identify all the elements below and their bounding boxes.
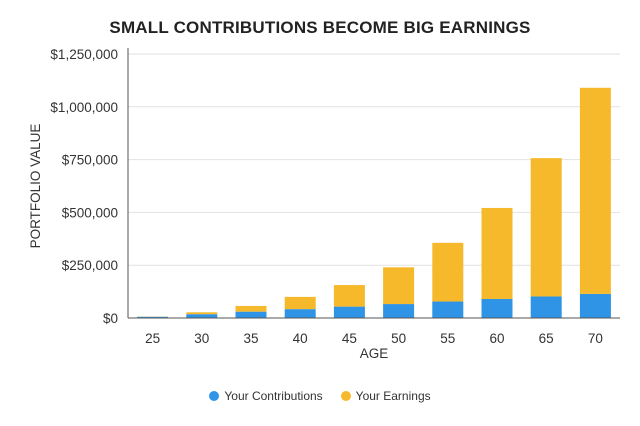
bar-earnings-30[interactable] bbox=[186, 312, 218, 315]
y-tick-label-4: $1,000,000 bbox=[50, 100, 118, 115]
bar-contributions-35[interactable] bbox=[235, 311, 267, 318]
bar-earnings-40[interactable] bbox=[284, 296, 316, 310]
chart-title: SMALL CONTRIBUTIONS BECOME BIG EARNINGS bbox=[109, 18, 531, 37]
y-axis-label: PORTFOLIO VALUE bbox=[28, 124, 43, 249]
bar-contributions-50[interactable] bbox=[383, 304, 415, 318]
bar-earnings-65[interactable] bbox=[530, 158, 562, 297]
x-tick-label-25: 25 bbox=[145, 331, 160, 346]
bar-contributions-30[interactable] bbox=[186, 314, 218, 318]
x-tick-label-70: 70 bbox=[588, 331, 603, 346]
bar-contributions-55[interactable] bbox=[432, 301, 464, 318]
x-tick-label-35: 35 bbox=[243, 331, 258, 346]
legend-item-contributions[interactable]: Your Contributions bbox=[209, 389, 323, 403]
x-tick-label-65: 65 bbox=[539, 331, 554, 346]
bar-contributions-25[interactable] bbox=[137, 316, 169, 318]
x-axis-label: AGE bbox=[360, 346, 389, 361]
x-tick-label-60: 60 bbox=[489, 331, 504, 346]
bar-earnings-50[interactable] bbox=[383, 267, 415, 305]
bar-earnings-70[interactable] bbox=[579, 87, 611, 294]
bar-earnings-60[interactable] bbox=[481, 207, 513, 299]
legend-swatch-earnings bbox=[340, 391, 351, 401]
y-tick-label-0: $0 bbox=[103, 311, 118, 326]
legend-label-earnings: Your Earnings bbox=[355, 389, 431, 403]
legend-item-earnings[interactable]: Your Earnings bbox=[340, 389, 431, 403]
bar-contributions-45[interactable] bbox=[333, 306, 365, 318]
x-tick-label-40: 40 bbox=[293, 331, 308, 346]
bar-earnings-35[interactable] bbox=[235, 305, 267, 312]
bar-earnings-45[interactable] bbox=[333, 285, 365, 307]
x-tick-label-30: 30 bbox=[194, 331, 209, 346]
x-tick-label-55: 55 bbox=[440, 331, 455, 346]
bar-contributions-60[interactable] bbox=[481, 298, 513, 318]
y-tick-label-1: $250,000 bbox=[62, 258, 118, 273]
legend-swatch-contributions bbox=[209, 391, 220, 401]
x-tick-label-45: 45 bbox=[342, 331, 357, 346]
y-tick-label-2: $500,000 bbox=[62, 205, 118, 220]
y-tick-label-3: $750,000 bbox=[62, 153, 118, 168]
legend-label-contributions: Your Contributions bbox=[224, 389, 323, 403]
bar-contributions-40[interactable] bbox=[284, 309, 316, 318]
bar-contributions-70[interactable] bbox=[579, 293, 611, 318]
bar-earnings-55[interactable] bbox=[432, 242, 464, 302]
x-tick-label-50: 50 bbox=[391, 331, 406, 346]
chart-legend: Your Contributions Your Earnings bbox=[0, 389, 640, 403]
y-tick-label-5: $1,250,000 bbox=[50, 47, 118, 62]
bar-contributions-65[interactable] bbox=[530, 296, 562, 318]
